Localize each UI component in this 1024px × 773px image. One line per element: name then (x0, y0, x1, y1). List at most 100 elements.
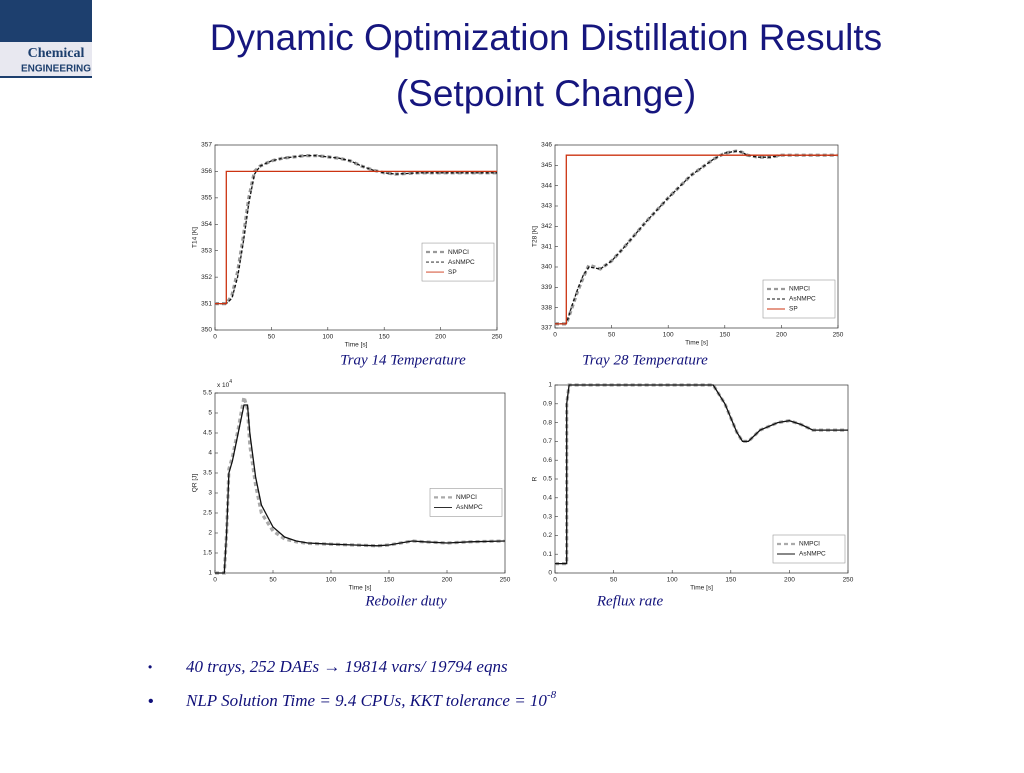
y-tick-label: 1.5 (203, 550, 212, 557)
y-tick-label: 1 (548, 382, 552, 389)
y-multiplier-base: x 10 (217, 382, 230, 389)
x-tick-label: 0 (553, 577, 557, 584)
logo-text: Chemical (28, 46, 85, 61)
chart-caption: Reboiler duty (364, 593, 447, 609)
logo-text: ENGINEERING (21, 64, 91, 75)
x-tick-label: 50 (268, 334, 276, 341)
y-tick-label: 3 (208, 490, 212, 497)
y-tick-label: 0 (548, 570, 552, 577)
y-tick-label: 0.4 (543, 495, 552, 502)
y-tick-label: 353 (201, 247, 212, 254)
series-line (555, 154, 838, 325)
y-tick-label: 351 (201, 300, 212, 307)
y-tick-label: 0.1 (543, 551, 552, 558)
y-tick-label: 2.5 (203, 510, 212, 517)
clip-group (215, 154, 497, 306)
legend-label: NMPCI (456, 494, 477, 501)
y-tick-label: 3.5 (203, 470, 212, 477)
x-tick-label: 0 (553, 332, 557, 339)
bullet-text: NLP Solution Time = 9.4 CPUs, KKT tolera… (185, 691, 547, 710)
x-tick-label: 200 (435, 334, 446, 341)
y-tick-label: 0.5 (543, 476, 552, 483)
y-tick-label: 345 (541, 162, 552, 169)
y-tick-label: 354 (201, 221, 212, 228)
x-tick-label: 100 (326, 577, 337, 584)
y-tick-label: 341 (541, 243, 552, 250)
clip-group (555, 149, 838, 326)
legend-label: AsNMPC (448, 259, 475, 266)
series-line (555, 150, 838, 325)
title: Dynamic Optimization Distillation Result… (210, 17, 882, 58)
y-tick-label: 5.5 (203, 390, 212, 397)
y-tick-label: 343 (541, 203, 552, 210)
y-tick-label: 0.7 (543, 438, 552, 445)
x-tick-label: 250 (833, 332, 844, 339)
y-tick-label: 339 (541, 284, 552, 291)
bullet-marker: • (148, 660, 152, 674)
x-axis-label: Time [s] (349, 585, 372, 592)
x-tick-label: 200 (442, 577, 453, 584)
y-tick-label: 340 (541, 264, 552, 271)
x-tick-label: 100 (322, 334, 333, 341)
y-tick-label: 2 (208, 530, 212, 537)
series-line (215, 404, 506, 574)
y-tick-label: 352 (201, 274, 212, 281)
y-axis-label: QR [J] (192, 474, 199, 493)
y-tick-label: 1 (208, 570, 212, 577)
x-tick-label: 150 (725, 577, 736, 584)
x-tick-label: 150 (379, 334, 390, 341)
series-line (215, 154, 497, 306)
y-axis-label: R (532, 476, 539, 481)
x-tick-label: 250 (843, 577, 854, 584)
y-tick-label: 0.2 (543, 532, 552, 539)
clip-group (215, 396, 506, 575)
x-axis-label: Time [s] (685, 340, 708, 347)
x-tick-label: 0 (213, 577, 217, 584)
series-line (555, 384, 848, 565)
x-tick-label: 200 (784, 577, 795, 584)
y-tick-label: 0.3 (543, 513, 552, 520)
legend-label: NMPCI (448, 249, 469, 256)
x-tick-label: 50 (610, 577, 618, 584)
legend-label: AsNMPC (799, 551, 826, 558)
y-tick-label: 344 (541, 182, 552, 189)
y-tick-label: 338 (541, 304, 552, 311)
y-tick-label: 0.6 (543, 457, 552, 464)
x-axis-label: Time [s] (690, 585, 713, 592)
x-tick-label: 50 (269, 577, 277, 584)
legend-box (429, 488, 503, 517)
title: (Setpoint Change) (396, 73, 696, 114)
logo-band (0, 42, 92, 76)
legend-label: SP (789, 306, 798, 313)
x-axis-label: Time [s] (345, 342, 368, 349)
y-tick-label: 346 (541, 142, 552, 149)
series-line (215, 154, 497, 305)
clip-group (555, 383, 848, 566)
y-tick-label: 0.8 (543, 419, 552, 426)
y-tick-label: 4 (208, 450, 212, 457)
y-tick-label: 5 (208, 410, 212, 417)
x-tick-label: 150 (719, 332, 730, 339)
y-multiplier-exp: 4 (229, 379, 232, 385)
x-tick-label: 200 (776, 332, 787, 339)
legend-label: AsNMPC (789, 296, 816, 303)
chart-caption: Tray 14 Temperature (340, 352, 466, 368)
y-axis-label: T14 [K] (192, 227, 199, 248)
series-line (215, 170, 497, 305)
y-axis-label: T28 [K] (532, 226, 539, 247)
y-tick-label: 350 (201, 327, 212, 334)
legend-label: NMPCI (799, 541, 820, 548)
y-tick-label: 357 (201, 142, 212, 149)
chart-caption: Tray 28 Temperature (582, 352, 708, 368)
plot-area (214, 144, 498, 331)
y-tick-label: 356 (201, 168, 212, 175)
x-tick-label: 100 (663, 332, 674, 339)
x-tick-label: 250 (492, 334, 503, 341)
x-tick-label: 0 (213, 334, 217, 341)
legend-box (772, 534, 846, 564)
legend-label: NMPCI (789, 286, 810, 293)
y-tick-label: 4.5 (203, 430, 212, 437)
bullet-marker: • (148, 693, 154, 710)
